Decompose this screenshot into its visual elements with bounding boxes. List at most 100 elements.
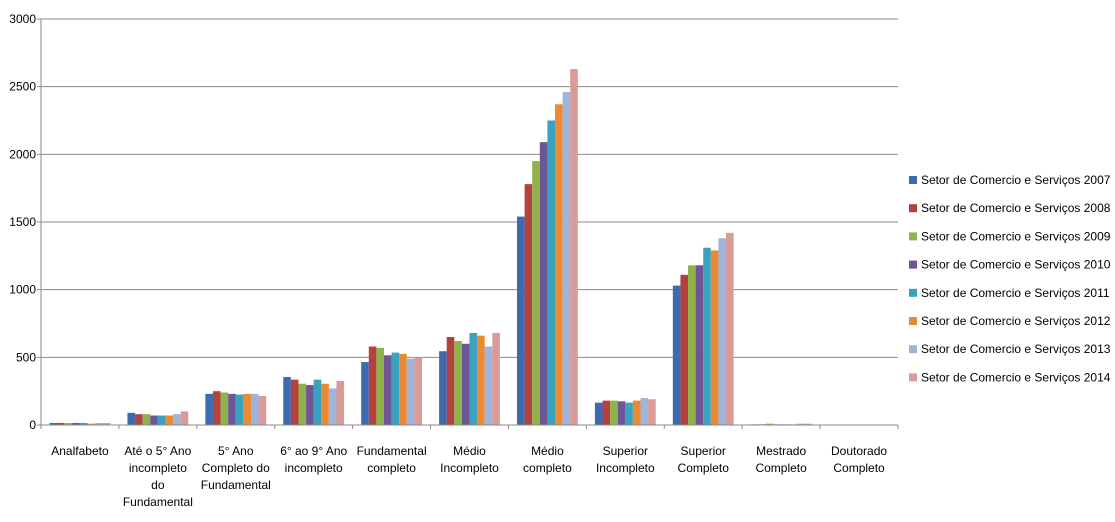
y-tick-labels: 0 500 1000 1500 2000 2500 3000 <box>9 12 36 432</box>
y-tick-label: 500 <box>16 350 36 364</box>
legend: Setor de Comercio e Serviços 2007 Setor d… <box>909 173 1111 384</box>
bar <box>180 411 189 425</box>
legend-label: Setor de Comercio e Serviços 2014 <box>921 370 1111 384</box>
bar <box>150 415 158 425</box>
bar <box>602 400 611 425</box>
bar <box>484 346 493 425</box>
bar <box>726 232 734 425</box>
bar <box>406 358 415 425</box>
bar <box>57 422 65 425</box>
bar <box>492 332 500 425</box>
bar <box>477 335 485 425</box>
y-tick-label: 3000 <box>9 12 36 26</box>
bar <box>79 422 88 425</box>
x-category-label: Médio Incompleto <box>440 444 499 475</box>
bar <box>524 184 533 425</box>
bar <box>555 104 563 425</box>
bar <box>414 357 422 425</box>
bar <box>461 343 470 425</box>
bar <box>625 402 633 425</box>
bar <box>220 392 229 425</box>
x-category-label: Superior Incompleto <box>596 444 655 475</box>
bar <box>298 383 307 425</box>
bar <box>672 285 681 425</box>
x-category-label: Superior Completo <box>678 444 730 475</box>
bar <box>368 346 377 425</box>
y-tick-label: 0 <box>29 418 36 432</box>
bar <box>228 393 236 425</box>
bar <box>72 422 80 425</box>
legend-swatch <box>909 317 917 325</box>
legend-label: Setor de Comercio e Serviços 2012 <box>921 314 1111 328</box>
x-category-label: 6° ao 9° Ano incompleto <box>280 444 347 475</box>
bar <box>710 250 719 425</box>
bar <box>703 247 711 425</box>
bar <box>212 391 221 425</box>
bar <box>376 347 384 425</box>
x-category-label: Analfabeto <box>51 444 109 458</box>
legend-label: Setor de Comercio e Serviços 2010 <box>921 258 1111 272</box>
bar <box>173 414 181 425</box>
bar <box>383 355 392 425</box>
legend-swatch <box>909 204 917 213</box>
bar <box>562 92 571 425</box>
legend-label: Setor de Comercio e Serviços 2009 <box>921 229 1111 243</box>
bar <box>399 353 407 425</box>
legend-label: Setor de Comercio e Serviços 2008 <box>921 201 1111 215</box>
bar <box>610 400 618 425</box>
bar <box>336 381 345 425</box>
bar <box>157 415 166 425</box>
gridlines <box>41 18 898 358</box>
bar <box>64 422 73 425</box>
x-category-label: Até o 5° Ano incompleto do Fundamental <box>123 444 193 509</box>
bar <box>570 69 578 425</box>
bar <box>250 393 259 425</box>
legend-swatch <box>909 176 917 184</box>
bar <box>765 423 774 425</box>
bar <box>632 400 641 425</box>
bar <box>127 412 136 425</box>
bar <box>688 265 696 425</box>
bar <box>532 161 540 425</box>
bar <box>454 341 462 425</box>
bar <box>617 401 626 425</box>
bar <box>718 238 727 425</box>
bar <box>205 393 213 425</box>
bar <box>680 274 689 425</box>
legend-swatch <box>909 373 917 382</box>
bar <box>328 388 337 425</box>
bars <box>49 69 890 425</box>
bar <box>243 393 251 425</box>
bar <box>695 265 704 425</box>
legend-label: Setor de Comercio e Serviços 2007 <box>921 173 1111 187</box>
bar <box>640 397 649 425</box>
legend-swatch <box>909 232 917 241</box>
bar <box>306 385 314 425</box>
bar <box>361 362 369 425</box>
x-category-label: 5° Ano Completo do Fundamental <box>201 444 271 492</box>
x-category-label: Fundamental completo <box>357 444 427 475</box>
x-category-label: Mestrado Completo <box>755 444 807 475</box>
bar <box>49 422 58 425</box>
legend-label: Setor de Comercio e Serviços 2011 <box>921 286 1110 300</box>
y-tick-label: 1000 <box>9 283 36 297</box>
legend-swatch <box>909 345 917 354</box>
bar <box>321 383 329 425</box>
y-tick-label: 2500 <box>9 80 36 94</box>
bar <box>258 395 267 425</box>
bar <box>517 216 525 425</box>
x-category-label: Doutorado Completo <box>831 444 887 475</box>
axes <box>37 18 899 429</box>
bar <box>803 423 812 425</box>
bar <box>439 351 447 425</box>
bar <box>135 414 143 425</box>
bar <box>594 402 603 425</box>
bar <box>547 120 556 425</box>
bar <box>235 394 244 425</box>
y-tick-label: 2000 <box>9 147 36 161</box>
x-category-label: Médio completo <box>523 444 572 475</box>
bar <box>290 379 299 425</box>
bar <box>87 423 96 425</box>
